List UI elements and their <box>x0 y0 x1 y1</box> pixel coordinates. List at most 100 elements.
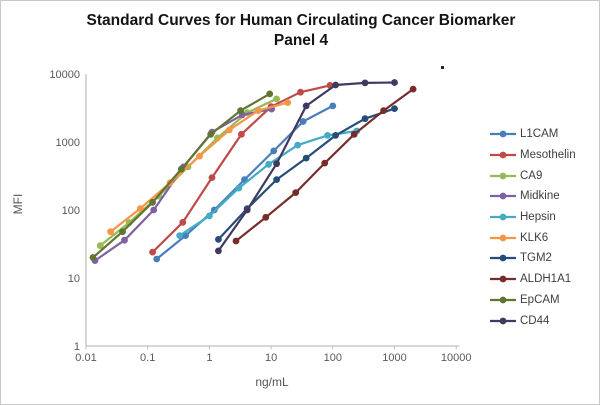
x-tick-label: 100 <box>324 352 342 364</box>
chart-title-line2: Panel 4 <box>273 32 329 49</box>
series-marker-ca9 <box>273 95 280 103</box>
series-marker-epcam <box>149 198 157 206</box>
series-marker-mesothelin <box>149 248 157 256</box>
series-marker-aldh1a1 <box>380 107 387 114</box>
series-marker-klk6 <box>284 99 292 106</box>
legend-swatch-icon <box>490 213 516 221</box>
legend-swatch-marker <box>499 296 507 304</box>
legend-swatch-marker <box>499 130 507 138</box>
series-marker-aldh1a1 <box>292 189 300 197</box>
legend-label: Midkine <box>520 190 560 203</box>
series-marker-klk6 <box>107 228 114 236</box>
legend-label: Hepsin <box>520 211 556 224</box>
legend-swatch-icon <box>490 130 516 138</box>
series-marker-epcam <box>207 130 215 138</box>
series-marker-mesothelin <box>208 174 216 182</box>
series-marker-tgm2 <box>391 105 398 112</box>
legend-swatch-icon <box>490 275 516 283</box>
legend-swatch-marker <box>499 234 507 242</box>
series-marker-midkine <box>121 236 128 244</box>
series-marker-ca9 <box>96 242 104 250</box>
legend-label: KLK6 <box>520 231 549 244</box>
legend-item-hepsin: Hepsin <box>490 207 596 228</box>
legend-label: Mesothelin <box>520 149 576 162</box>
legend-swatch-icon <box>490 255 516 262</box>
series-marker-tgm2 <box>361 115 369 123</box>
series-marker-cd44 <box>391 79 398 86</box>
legend-swatch-marker <box>499 193 507 200</box>
legend-item-ca9: CA9 <box>490 165 596 186</box>
x-tick-label: 10000 <box>441 352 472 364</box>
series-marker-mesothelin <box>297 88 304 96</box>
y-tick-label: 1000 <box>56 137 80 149</box>
series-marker-klk6 <box>225 126 233 134</box>
series-marker-aldh1a1 <box>350 130 358 138</box>
series-marker-tgm2 <box>273 176 280 184</box>
x-tick-label: 1 <box>206 352 212 364</box>
x-axis-label: ng/mL <box>255 375 289 389</box>
legend-item-cd44: CD44 <box>490 310 596 331</box>
series-marker-klk6 <box>136 205 144 213</box>
stray-dot <box>441 66 444 69</box>
series-marker-mesothelin <box>179 218 187 226</box>
legend-swatch-marker <box>499 255 507 262</box>
series-marker-l1cam <box>299 118 307 125</box>
series-line-tgm2 <box>217 107 395 241</box>
y-tick-label: 100 <box>62 205 80 217</box>
series-marker-aldh1a1 <box>232 237 240 245</box>
series-marker-hepsin <box>294 141 302 149</box>
legend-item-mesothelin: Mesothelin <box>490 145 596 166</box>
legend-item-tgm2: TGM2 <box>490 248 596 269</box>
series-marker-cd44 <box>302 102 310 110</box>
series-marker-tgm2 <box>332 132 339 139</box>
series-marker-tgm2 <box>302 154 310 162</box>
series-marker-aldh1a1 <box>262 213 270 221</box>
chart-title: Standard Curves for Human Circulating Ca… <box>31 11 571 51</box>
series-marker-cd44 <box>361 79 369 87</box>
legend-label: TGM2 <box>520 252 552 265</box>
series-marker-mesothelin <box>238 130 245 138</box>
series-line-hepsin <box>179 129 357 237</box>
legend-label: L1CAM <box>520 128 559 141</box>
series-marker-hepsin <box>176 232 184 240</box>
y-tick-label: 10 <box>68 273 80 285</box>
series-marker-l1cam <box>329 102 337 110</box>
series-marker-epcam <box>266 90 274 98</box>
series-marker-hepsin <box>265 160 272 168</box>
legend-swatch-marker <box>499 172 507 180</box>
series-marker-aldh1a1 <box>321 159 329 167</box>
series-marker-epcam <box>119 228 126 236</box>
series-marker-epcam <box>177 165 185 173</box>
x-tick-label: 0.1 <box>140 352 155 364</box>
series-marker-cd44 <box>273 160 280 168</box>
series-marker-hepsin <box>235 184 243 192</box>
legend-swatch-icon <box>490 234 516 242</box>
series-marker-aldh1a1 <box>409 85 417 93</box>
legend-swatch-icon <box>490 193 516 200</box>
legend-swatch-icon <box>490 317 516 324</box>
legend-swatch-icon <box>490 172 516 180</box>
x-tick-label: 10 <box>265 352 277 364</box>
series-marker-l1cam <box>270 147 278 155</box>
y-tick-label: 1 <box>74 341 80 353</box>
legend-item-midkine: Midkine <box>490 186 596 207</box>
legend: L1CAM Mesothelin CA9 Midkine Hepsin KLK6 TGM2 A… <box>490 124 596 331</box>
legend-item-aldh1a1: ALDH1A1 <box>490 269 596 290</box>
series-marker-hepsin <box>324 132 331 139</box>
legend-item-l1cam: L1CAM <box>490 124 596 145</box>
legend-swatch-icon <box>490 296 516 304</box>
series-marker-klk6 <box>254 107 262 114</box>
series-marker-cd44 <box>215 247 222 255</box>
y-axis-label: MFI <box>11 193 25 215</box>
x-tick-label: 0.01 <box>75 352 96 364</box>
series-marker-midkine <box>150 206 158 214</box>
series-marker-cd44 <box>332 81 339 89</box>
chart-title-line1: Standard Curves for Human Circulating Ca… <box>86 12 516 29</box>
series-marker-cd44 <box>243 206 251 214</box>
legend-swatch-marker <box>499 151 507 159</box>
legend-label: EpCAM <box>520 293 560 306</box>
legend-label: ALDH1A1 <box>520 273 572 286</box>
series-line-klk6 <box>109 101 288 233</box>
